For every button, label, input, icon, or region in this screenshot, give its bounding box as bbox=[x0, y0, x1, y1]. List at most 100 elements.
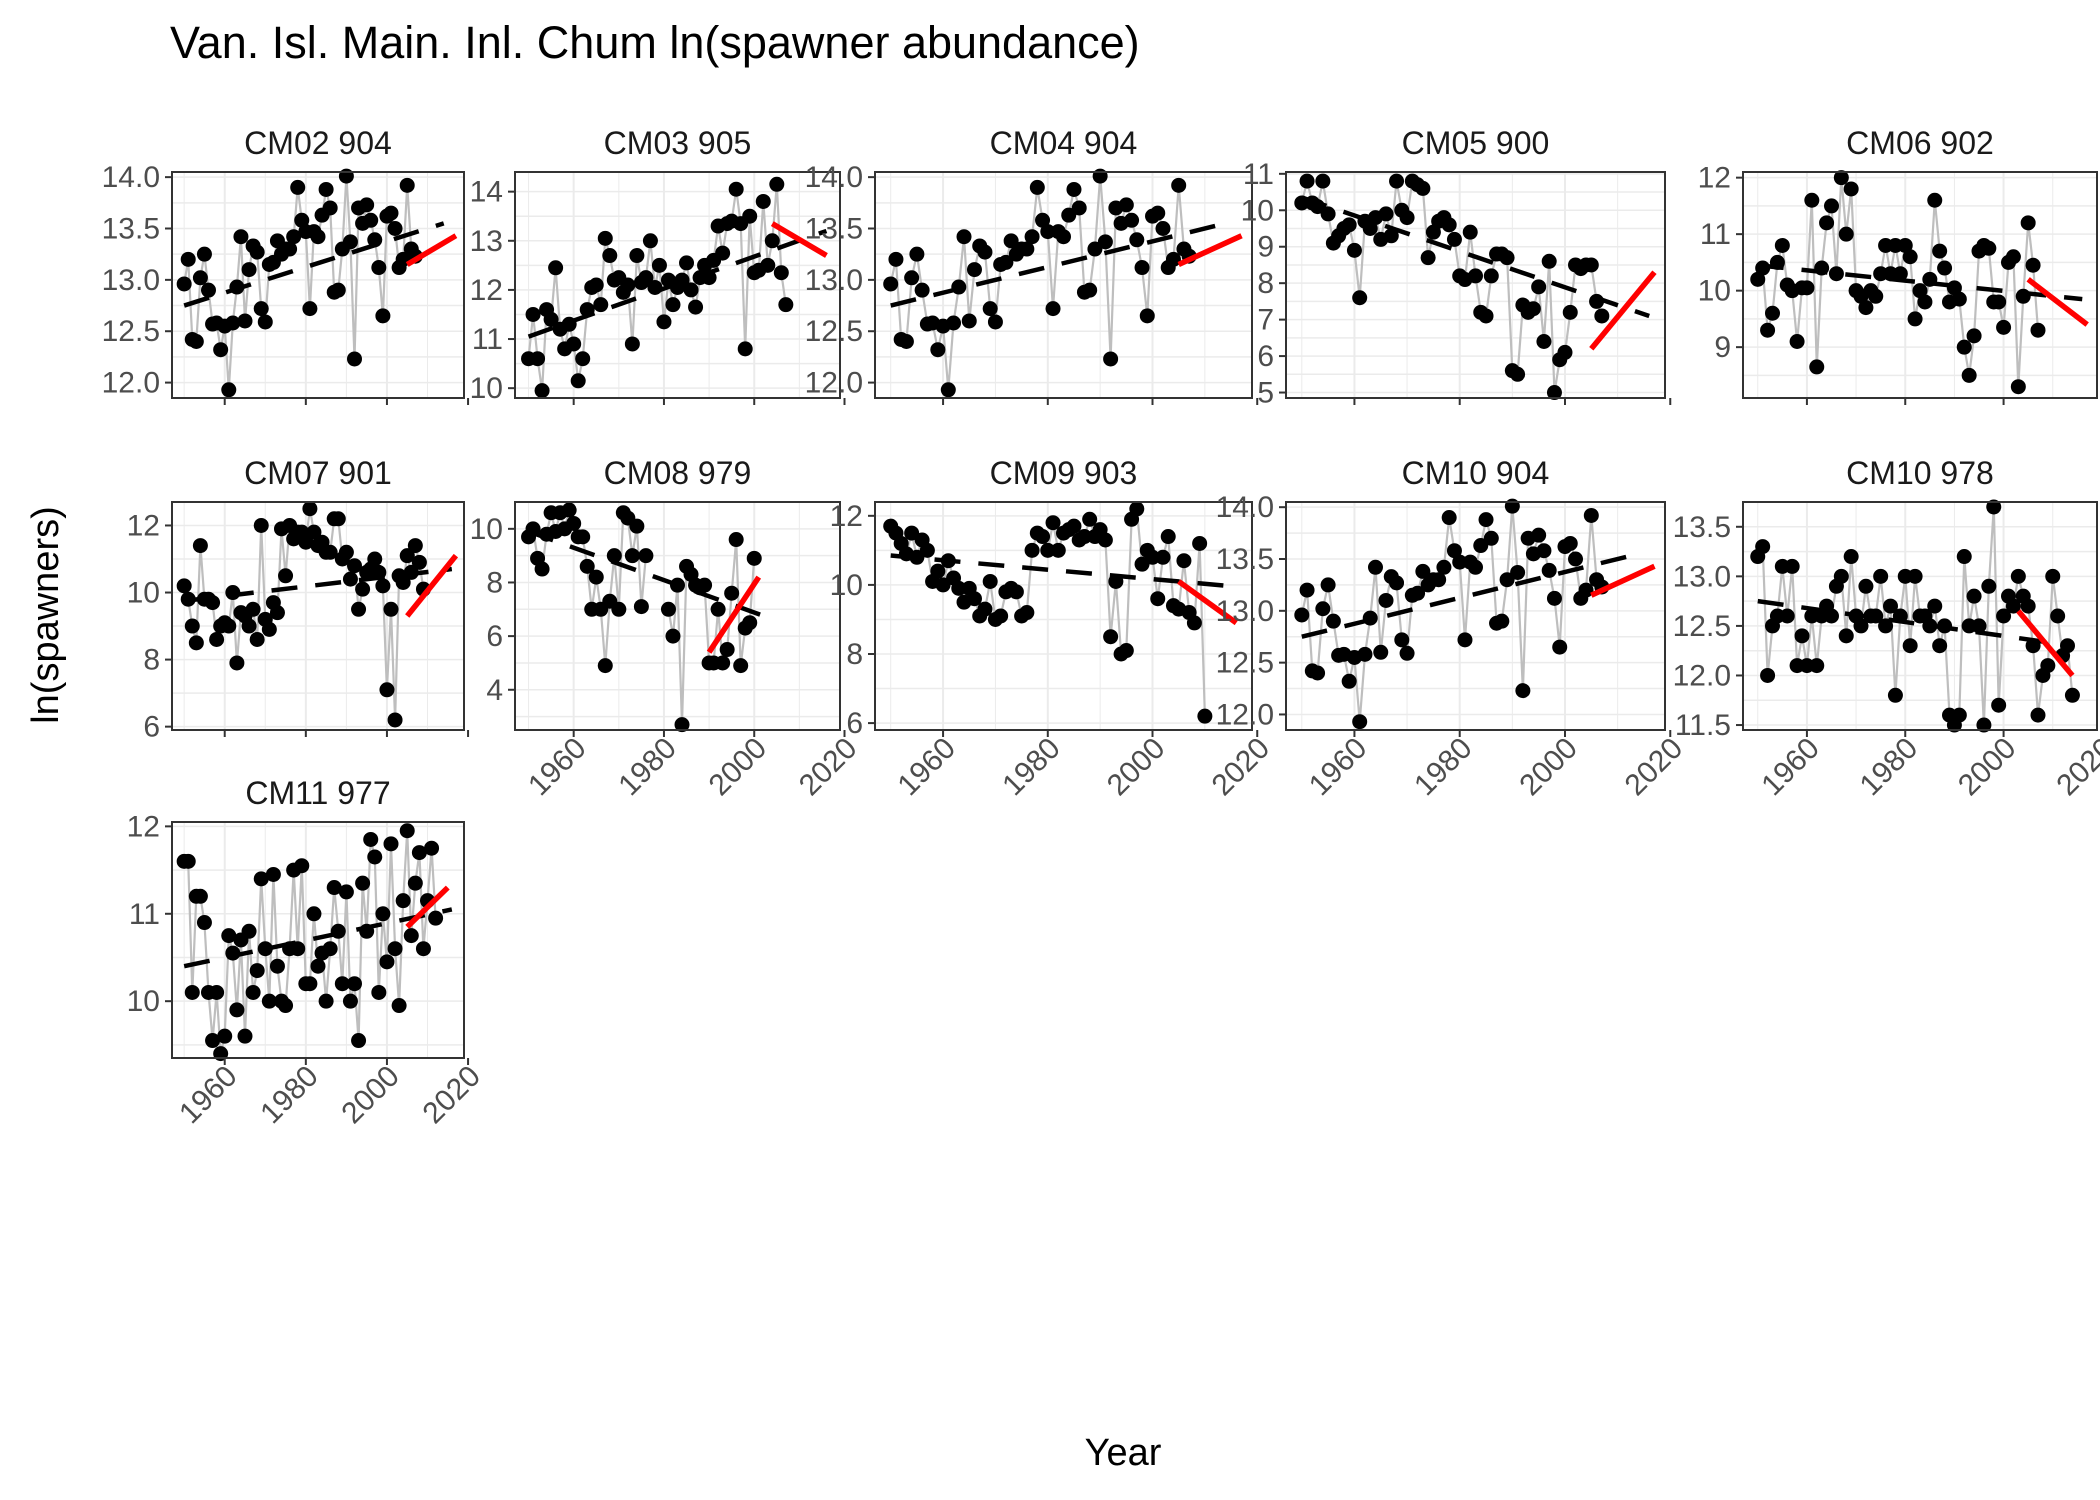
data-point bbox=[2020, 598, 2036, 614]
long-term-trend-line bbox=[1757, 598, 2073, 648]
data-point bbox=[245, 984, 261, 1000]
data-point bbox=[253, 517, 269, 533]
data-point bbox=[1315, 601, 1331, 617]
data-point bbox=[1868, 288, 1884, 304]
data-point bbox=[205, 595, 221, 611]
data-point bbox=[742, 615, 758, 631]
data-points bbox=[883, 168, 1197, 398]
data-point bbox=[407, 875, 423, 891]
data-point bbox=[1367, 559, 1383, 575]
data-point bbox=[647, 279, 663, 295]
data-point bbox=[379, 954, 395, 970]
data-point bbox=[1917, 294, 1933, 310]
data-point bbox=[724, 585, 740, 601]
data-point bbox=[367, 849, 383, 865]
data-point bbox=[1176, 553, 1192, 569]
y-tick-label: 12.5 bbox=[102, 315, 160, 348]
data-points bbox=[521, 176, 794, 399]
data-point bbox=[588, 277, 604, 293]
data-point bbox=[217, 1028, 233, 1044]
data-point bbox=[1483, 268, 1499, 284]
data-point bbox=[620, 277, 636, 293]
data-point bbox=[1568, 551, 1584, 567]
y-tick-label: 8 bbox=[486, 566, 503, 599]
data-point bbox=[1966, 328, 1982, 344]
data-point bbox=[1562, 304, 1578, 320]
data-point bbox=[1927, 598, 1943, 614]
data-point bbox=[566, 336, 582, 352]
recent-trend-line bbox=[770, 221, 828, 258]
data-point bbox=[987, 314, 1003, 330]
facet-panel: CM07 901 6 8 10 12 bbox=[127, 455, 470, 744]
data-point bbox=[1981, 578, 1997, 594]
data-point bbox=[1843, 549, 1859, 565]
data-point bbox=[351, 601, 367, 617]
data-point bbox=[638, 270, 654, 286]
data-point bbox=[286, 229, 302, 245]
data-point bbox=[1951, 291, 1967, 307]
data-point bbox=[966, 262, 982, 278]
data-point bbox=[1097, 234, 1113, 250]
data-point bbox=[1991, 697, 2007, 713]
data-point bbox=[579, 558, 595, 574]
data-point bbox=[294, 858, 310, 874]
data-point bbox=[1494, 613, 1510, 629]
data-point bbox=[1478, 512, 1494, 528]
data-point bbox=[2010, 568, 2026, 584]
y-tick-label: 13.0 bbox=[805, 264, 863, 297]
long-term-trend-line bbox=[1301, 551, 1640, 639]
data-point bbox=[1510, 366, 1526, 382]
data-point bbox=[1040, 542, 1056, 558]
y-tick-label: 12.0 bbox=[1673, 659, 1731, 692]
series-connector-line bbox=[1300, 179, 1603, 393]
data-point bbox=[982, 573, 998, 589]
data-point bbox=[1145, 549, 1161, 565]
data-point bbox=[1478, 308, 1494, 324]
data-point bbox=[629, 248, 645, 264]
data-point bbox=[977, 244, 993, 260]
data-point bbox=[371, 984, 387, 1000]
data-point bbox=[1838, 628, 1854, 644]
data-point bbox=[180, 591, 196, 607]
data-point bbox=[1457, 632, 1473, 648]
data-point bbox=[566, 515, 582, 531]
data-point bbox=[399, 177, 415, 193]
y-tick-label: 13.5 bbox=[1673, 511, 1731, 544]
data-point bbox=[375, 578, 391, 594]
data-point bbox=[1118, 197, 1134, 213]
y-tick-label: 11 bbox=[472, 323, 503, 356]
data-point bbox=[1008, 584, 1024, 600]
panel-border bbox=[1285, 171, 1666, 399]
data-point bbox=[1819, 215, 1835, 231]
data-point bbox=[1357, 646, 1373, 662]
y-tick-label: 5 bbox=[1257, 377, 1274, 410]
data-point bbox=[1976, 717, 1992, 733]
data-point bbox=[2015, 288, 2031, 304]
recent-trend-line bbox=[405, 553, 459, 618]
data-point bbox=[1858, 578, 1874, 594]
y-tick-label: 12.0 bbox=[1216, 698, 1274, 731]
recent-trend-line bbox=[1590, 563, 1656, 598]
data-point bbox=[701, 270, 717, 286]
data-point bbox=[310, 229, 326, 245]
data-point bbox=[1103, 351, 1119, 367]
data-point bbox=[1525, 301, 1541, 317]
data-point bbox=[302, 501, 318, 517]
data-point bbox=[1383, 228, 1399, 244]
data-point bbox=[1907, 311, 1923, 327]
y-tick-label: 8 bbox=[143, 644, 160, 677]
panel-strip-title: CM03 905 bbox=[604, 125, 752, 161]
y-tick-label: 13.0 bbox=[1216, 595, 1274, 628]
y-tick-label: 8 bbox=[1257, 267, 1274, 300]
y-tick-label: 6 bbox=[143, 711, 160, 744]
y-tick-label: 14.0 bbox=[102, 161, 160, 194]
data-point bbox=[2025, 257, 2041, 273]
data-points bbox=[1294, 498, 1610, 730]
recent-trend-line bbox=[405, 233, 458, 267]
data-point bbox=[1922, 271, 1938, 287]
data-point bbox=[1394, 632, 1410, 648]
data-point bbox=[624, 548, 640, 564]
data-point bbox=[411, 845, 427, 861]
y-tick-label: 7 bbox=[1257, 304, 1274, 337]
data-point bbox=[1139, 308, 1155, 324]
